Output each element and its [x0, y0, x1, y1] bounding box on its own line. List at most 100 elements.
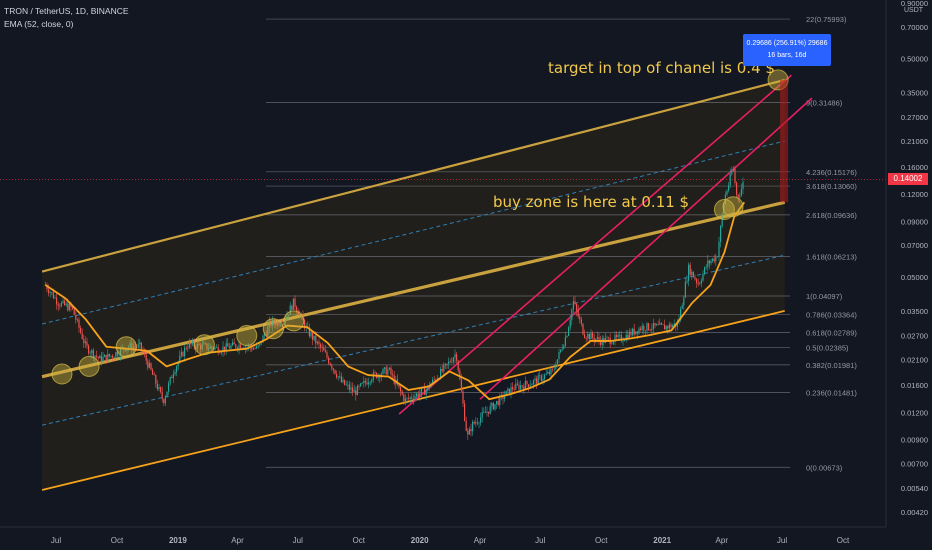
candle-body	[60, 302, 63, 307]
candle-body	[270, 321, 272, 327]
candle-body	[620, 334, 623, 342]
candle-body	[342, 379, 344, 383]
candle-body	[625, 334, 627, 341]
candle-body	[635, 331, 637, 335]
candle-body	[590, 333, 592, 340]
candle-body	[632, 328, 634, 336]
candle-body	[649, 329, 651, 331]
candle-body	[318, 341, 320, 345]
y-tick-label: 0.02100	[901, 355, 928, 364]
candle-body	[147, 360, 149, 368]
candle-body	[366, 382, 368, 385]
candle-body	[556, 359, 559, 367]
candle-body	[321, 347, 323, 349]
candle-body	[633, 328, 635, 335]
candle-body	[299, 314, 301, 315]
x-tick-label: Oct	[353, 536, 366, 545]
candle-body	[220, 351, 223, 353]
candle-body	[529, 385, 531, 387]
candle-body	[238, 344, 240, 350]
candle-body	[537, 375, 539, 384]
candle-body	[692, 271, 695, 278]
candle-body	[206, 343, 208, 350]
candle-body	[264, 334, 266, 336]
x-tick-label: Jul	[51, 536, 61, 545]
candle-body	[131, 343, 133, 350]
candle-body	[385, 367, 387, 375]
candle-body	[665, 326, 667, 330]
candle-body	[454, 354, 456, 358]
candle-body	[196, 343, 199, 349]
buy-zone-annotation[interactable]: buy zone is here at 0.11 $	[493, 193, 690, 211]
candle-body	[52, 292, 55, 299]
candle-body	[65, 303, 67, 306]
candle-body	[115, 352, 117, 358]
candle-body	[289, 305, 291, 316]
candle-body	[219, 352, 221, 354]
candle-body	[78, 319, 80, 328]
y-tick-label: 0.00900	[901, 436, 928, 445]
candle-body	[505, 390, 507, 396]
candle-body	[587, 333, 589, 339]
indicator-label[interactable]: EMA (52, close, 0)	[4, 19, 74, 29]
candle-body	[480, 417, 482, 423]
candle-body	[444, 363, 447, 365]
candle-body	[644, 330, 647, 332]
candle-body	[451, 362, 453, 363]
x-tick-label: 2019	[169, 536, 187, 545]
candle-body	[416, 393, 418, 397]
candle-body	[140, 342, 143, 351]
candle-body	[57, 304, 59, 306]
candle-body	[150, 363, 152, 370]
candle-body	[577, 310, 579, 317]
candle-body	[304, 320, 306, 329]
candle-body	[704, 267, 706, 274]
candle-body	[368, 382, 370, 385]
candle-body	[452, 357, 455, 363]
candle-body	[169, 377, 171, 384]
candle-body	[470, 428, 472, 432]
candle-body	[80, 327, 82, 333]
fib-label: 0.382(0.01981)	[806, 361, 857, 370]
candle-body	[640, 328, 642, 330]
candle-body	[523, 386, 525, 390]
candle-body	[483, 411, 485, 413]
candle-body	[288, 315, 290, 316]
candle-body	[324, 350, 327, 353]
candle-body	[153, 374, 155, 376]
candle-body	[726, 190, 728, 195]
candle-body	[484, 411, 487, 413]
candle-body	[70, 304, 72, 308]
candle-body	[164, 397, 167, 404]
y-tick-label: 0.03500	[901, 307, 928, 316]
candle-body	[177, 361, 179, 367]
candle-body	[425, 389, 427, 395]
candle-body	[134, 346, 136, 348]
candle-body	[718, 241, 720, 257]
candle-body	[664, 324, 666, 330]
target-annotation[interactable]: target in top of chanel is 0.4 $	[548, 59, 775, 77]
candle-body	[560, 349, 562, 352]
candle-body	[329, 363, 331, 366]
x-tick-label: 2021	[653, 536, 671, 545]
candle-body	[83, 338, 85, 344]
fib-label: 3.618(0.13060)	[806, 182, 857, 191]
candle-body	[348, 384, 351, 390]
candle-body	[540, 375, 543, 381]
candle-body	[214, 347, 216, 350]
x-tick-label: Oct	[595, 536, 608, 545]
candle-body	[350, 387, 352, 390]
candle-body	[81, 332, 83, 339]
candle-body	[161, 391, 163, 400]
candle-body	[404, 398, 407, 402]
candle-body	[457, 360, 459, 371]
x-tick-label: Oct	[837, 536, 850, 545]
candle-body	[225, 343, 227, 351]
candle-body	[542, 378, 544, 381]
candle-body	[694, 277, 696, 280]
candle-body	[691, 271, 693, 275]
candle-body	[739, 195, 741, 198]
candle-body	[596, 337, 599, 339]
candle-body	[73, 308, 75, 316]
